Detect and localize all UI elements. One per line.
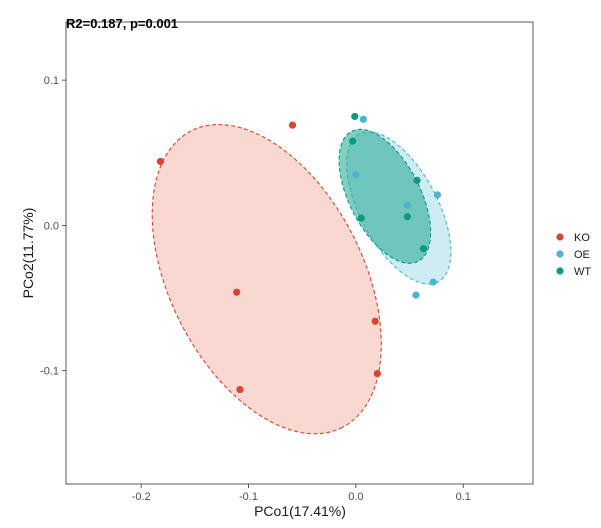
point-ko-5	[371, 317, 379, 325]
x-tick-label: 0.1	[456, 491, 471, 503]
x-axis-ticks: -0.2 -0.1 0.0 0.1	[132, 484, 471, 503]
legend-key-ko	[556, 233, 564, 241]
point-wt-3	[413, 176, 421, 184]
x-tick-label: -0.2	[132, 491, 151, 503]
x-tick-label: 0.0	[348, 491, 363, 503]
point-wt-5	[403, 213, 411, 221]
ellipse-ko	[151, 123, 382, 435]
point-oe-6	[412, 291, 420, 299]
point-wt-1	[351, 112, 359, 121]
y-tick-label: 0.0	[44, 220, 59, 232]
point-oe-3	[403, 201, 411, 209]
point-wt-4	[357, 214, 365, 222]
point-oe-1	[359, 115, 367, 123]
stats-annotation: R2=0.187, p=0.001	[66, 16, 178, 31]
point-oe-2	[352, 170, 360, 179]
ellipse-layer	[151, 123, 452, 435]
x-tick-label: -0.1	[239, 491, 258, 503]
point-ko-4	[236, 385, 244, 394]
point-wt-2	[349, 137, 357, 145]
legend-label-oe: OE	[574, 249, 590, 261]
point-oe-4	[433, 191, 442, 199]
point-ko-2	[288, 121, 297, 129]
point-wt-6	[419, 245, 428, 253]
y-tick-label: -0.1	[40, 366, 59, 378]
y-axis-ticks: -0.1 0.0 0.1	[40, 75, 66, 378]
point-ko-6	[373, 369, 381, 378]
point-layer	[156, 112, 442, 394]
point-ko-3	[233, 288, 241, 296]
legend-key-wt	[556, 267, 564, 275]
point-ko-1	[156, 157, 165, 166]
x-axis-title: PCo1(17.41%)	[254, 503, 346, 519]
point-oe-5	[429, 278, 437, 286]
legend-label-ko: KO	[574, 232, 590, 244]
legend-label-wt: WT	[574, 266, 591, 278]
y-tick-label: 0.1	[44, 75, 59, 87]
legend: KO OE WT	[556, 232, 591, 278]
y-axis-title: PCo2(11.77%)	[20, 208, 36, 299]
legend-key-oe	[556, 250, 564, 258]
